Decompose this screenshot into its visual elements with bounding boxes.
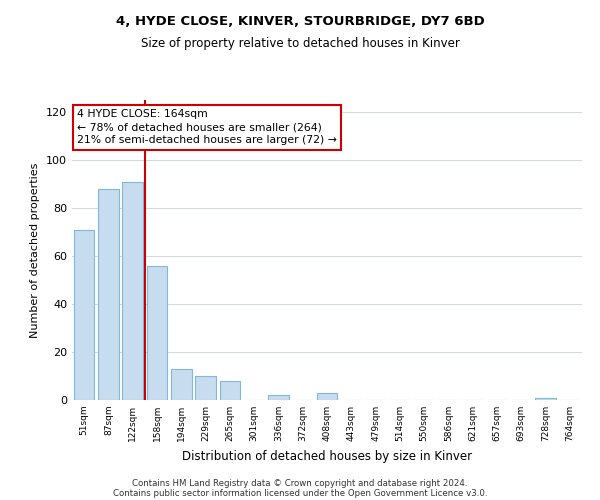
Bar	[122, 182, 143, 400]
X-axis label: Distribution of detached houses by size in Kinver: Distribution of detached houses by size …	[182, 450, 472, 462]
Y-axis label: Number of detached properties: Number of detached properties	[31, 162, 40, 338]
Text: 4, HYDE CLOSE, KINVER, STOURBRIDGE, DY7 6BD: 4, HYDE CLOSE, KINVER, STOURBRIDGE, DY7 …	[116, 15, 484, 28]
Text: Size of property relative to detached houses in Kinver: Size of property relative to detached ho…	[140, 38, 460, 51]
Text: Contains public sector information licensed under the Open Government Licence v3: Contains public sector information licen…	[113, 488, 487, 498]
Bar	[220, 381, 240, 400]
Bar	[98, 189, 119, 400]
Text: Contains HM Land Registry data © Crown copyright and database right 2024.: Contains HM Land Registry data © Crown c…	[132, 478, 468, 488]
Bar	[268, 395, 289, 400]
Bar	[74, 230, 94, 400]
Text: 4 HYDE CLOSE: 164sqm
← 78% of detached houses are smaller (264)
21% of semi-deta: 4 HYDE CLOSE: 164sqm ← 78% of detached h…	[77, 109, 337, 146]
Bar	[317, 393, 337, 400]
Bar	[171, 369, 191, 400]
Bar	[535, 398, 556, 400]
Bar	[146, 266, 167, 400]
Bar	[195, 376, 216, 400]
